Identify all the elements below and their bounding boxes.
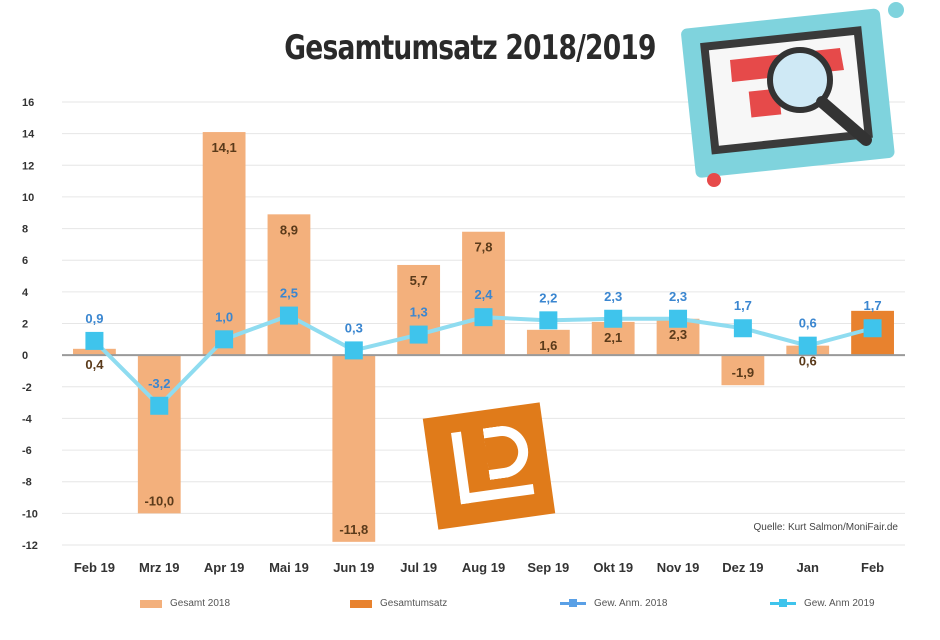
line-data-label: 0,6 xyxy=(799,316,817,331)
x-category-label: Mrz 19 xyxy=(139,560,179,575)
source-note: Quelle: Kurt Salmon/MoniFair.de xyxy=(753,522,898,533)
y-tick-label: 2 xyxy=(22,319,28,331)
legend: Gesamt 2018 Gesamtumsatz Gew. Anm. 2018 … xyxy=(140,598,940,609)
bar-data-label: 14,1 xyxy=(211,140,236,155)
bars: 0,4-10,014,18,9-11,85,77,81,62,1 2,3-1,90… xyxy=(73,132,894,542)
y-tick-label: -8 xyxy=(22,477,32,489)
line-point xyxy=(85,331,104,350)
line-point xyxy=(539,311,558,330)
x-category-label: Jun 19 xyxy=(333,560,374,575)
x-categories: Feb 19 Mrz 19 Apr 19 Mai 19 Jun 19 Jul 19 Aug … xyxy=(74,560,884,575)
line-data-label: 2,5 xyxy=(280,286,298,301)
line-data-label: -3,2 xyxy=(148,376,170,391)
bar xyxy=(526,329,570,356)
x-category-label: Jan xyxy=(797,560,819,575)
bar-data-label: 0,4 xyxy=(85,357,104,372)
x-category-label: Nov 19 xyxy=(657,560,700,575)
bar xyxy=(202,132,246,356)
line-data-label: 1,7 xyxy=(864,298,882,313)
y-tick-label: 8 xyxy=(22,224,28,236)
line-series: 0,9 -3,2 1,0 2,5 0,3 1,3 2,4 2,2 2,3 2,3 1,7 0,6 1,7 xyxy=(85,286,882,415)
line-point xyxy=(215,330,234,349)
magnifier-shop-icon xyxy=(670,0,910,190)
bar-data-label: 7,8 xyxy=(474,240,492,255)
y-tick-label: 14 xyxy=(22,129,35,141)
line-data-label: 1,7 xyxy=(734,298,752,313)
y-tick-label: -12 xyxy=(22,540,38,552)
line-point xyxy=(669,309,688,328)
line-point xyxy=(863,319,882,338)
y-ticks: 16 14 12 10 8 6 4 2 0 -2 -4 -6 -8 -10 -12 xyxy=(22,97,38,552)
line-data-label: 0,3 xyxy=(345,320,363,335)
x-category-label: Mai 19 xyxy=(269,560,309,575)
line-data-label: 0,9 xyxy=(85,311,103,326)
y-tick-label: 16 xyxy=(22,97,34,109)
bar-data-label: 0,6 xyxy=(799,354,817,369)
y-tick-label: 6 xyxy=(22,255,28,267)
chart-title: Gesamtumsatz 2018/2019 xyxy=(284,28,656,68)
line-data-label: 2,2 xyxy=(539,290,557,305)
x-category-label: Jul 19 xyxy=(400,560,437,575)
line-data-label: 2,3 xyxy=(669,289,687,304)
y-tick-label: 4 xyxy=(22,287,29,299)
line-point xyxy=(279,306,298,325)
line-point xyxy=(409,325,428,344)
line-point xyxy=(733,319,752,338)
legend-item: Gesamt 2018 xyxy=(140,598,310,609)
line-point xyxy=(150,396,169,415)
y-tick-label: 10 xyxy=(22,192,34,204)
legend-item: Gesamtumsatz xyxy=(350,598,520,609)
bar xyxy=(267,214,311,356)
x-category-label: Apr 19 xyxy=(204,560,244,575)
y-tick-label: -4 xyxy=(22,413,33,425)
x-category-label: Feb xyxy=(861,560,884,575)
logo-ld-icon xyxy=(422,402,556,530)
bar-data-label: -1,9 xyxy=(732,365,754,380)
bar-data-label: 5,7 xyxy=(410,273,428,288)
bar xyxy=(332,355,376,542)
x-category-label: Okt 19 xyxy=(593,560,633,575)
bar-data-label: 2,3 xyxy=(669,327,687,342)
bar-data-label: -10,0 xyxy=(144,493,174,508)
bar-data-label: 1,6 xyxy=(539,338,557,353)
bar-data-label: -11,8 xyxy=(339,522,368,537)
bar xyxy=(73,348,116,356)
bar xyxy=(721,355,765,386)
line-point xyxy=(344,341,363,360)
x-category-label: Dez 19 xyxy=(722,560,763,575)
legend-item: Gew. Anm. 2018 xyxy=(560,598,730,609)
line-point xyxy=(798,336,817,355)
x-category-label: Feb 19 xyxy=(74,560,115,575)
x-category-label: Aug 19 xyxy=(462,560,505,575)
y-tick-label: -2 xyxy=(22,382,32,394)
x-category-label: Sep 19 xyxy=(527,560,569,575)
y-tick-label: 0 xyxy=(22,350,28,362)
bar-data-label: 2,1 xyxy=(604,330,622,345)
line-point xyxy=(604,309,623,328)
line-data-label: 1,3 xyxy=(410,305,428,320)
y-tick-label: -6 xyxy=(22,445,32,457)
line-data-label: 2,4 xyxy=(474,287,493,302)
y-tick-label: 12 xyxy=(22,160,34,172)
line-point xyxy=(474,308,493,327)
legend-item: Gew. Anm 2019 xyxy=(770,598,940,609)
bar xyxy=(137,355,181,514)
bar-data-label: 8,9 xyxy=(280,222,298,237)
bar xyxy=(462,231,505,356)
line-data-label: 1,0 xyxy=(215,309,233,324)
line-data-label: 2,3 xyxy=(604,289,622,304)
y-tick-label: -10 xyxy=(22,508,38,520)
